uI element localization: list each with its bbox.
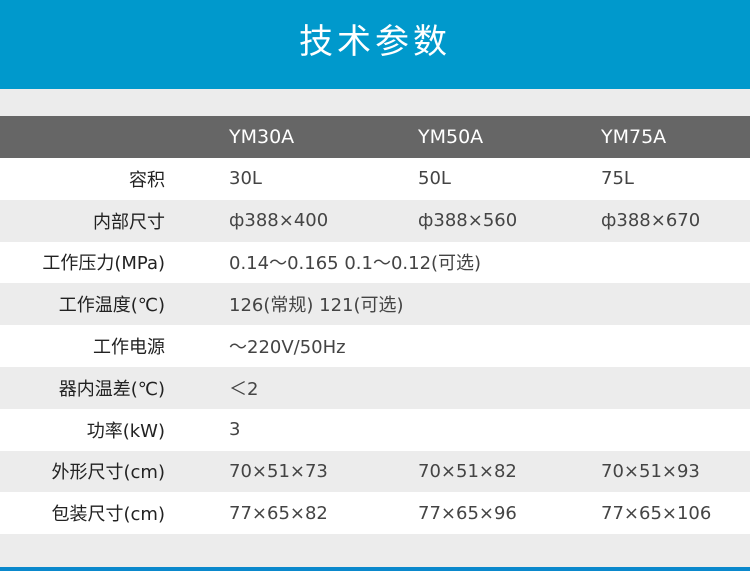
- cell-value: 70×51×73: [229, 460, 328, 482]
- column-header: YM30A: [229, 126, 295, 148]
- cell-value: ф388×560: [418, 210, 518, 232]
- cell-value: ф388×400: [229, 210, 329, 232]
- cell-value: 3: [229, 419, 241, 441]
- row-label: 器内温差(℃): [58, 378, 165, 400]
- column-header: YM75A: [601, 126, 667, 148]
- column-header: YM50A: [418, 126, 484, 148]
- cell-value: ～220V/50Hz: [229, 337, 346, 359]
- cell-value: 77×65×82: [229, 502, 328, 524]
- table-row: 工作温度(℃) 126(常规) 121(可选): [0, 283, 750, 326]
- table-row: 包装尺寸(cm) 77×65×82 77×65×96 77×65×106: [0, 492, 750, 535]
- row-label: 外形尺寸(cm): [51, 462, 165, 484]
- row-label: 工作压力(MPa): [42, 253, 165, 275]
- cell-value: 77×65×106: [601, 502, 712, 524]
- row-label: 功率(kW): [86, 420, 165, 442]
- cell-value: 0.14～0.165 0.1～0.12(可选): [229, 253, 482, 275]
- table-row: 容积 30L 50L 75L: [0, 158, 750, 200]
- bottom-bar: [0, 567, 750, 571]
- cell-value: ф388×670: [601, 210, 701, 232]
- row-label: 容积: [129, 169, 165, 191]
- cell-value: 70×51×82: [418, 460, 517, 482]
- cell-value: 77×65×96: [418, 502, 517, 524]
- cell-value: 50L: [418, 168, 451, 190]
- cell-value: 75L: [601, 168, 634, 190]
- table-row: 工作压力(MPa) 0.14～0.165 0.1～0.12(可选): [0, 241, 750, 284]
- row-label: 工作温度(℃): [58, 295, 165, 317]
- row-label: 工作电源: [93, 337, 165, 359]
- table-row: 工作电源 ～220V/50Hz: [0, 325, 750, 367]
- spec-table: YM30A YM50A YM75A 容积 30L 50L 75L 内部尺寸 ф388×40…: [0, 116, 750, 535]
- page-title: 技术参数: [0, 0, 750, 89]
- table-row: 器内温差(℃) ＜2: [0, 366, 750, 409]
- table-row: 内部尺寸 ф388×400 ф388×560 ф388×670: [0, 199, 750, 242]
- cell-value: ＜2: [229, 378, 259, 400]
- cell-value: 70×51×93: [601, 460, 700, 482]
- cell-value: 30L: [229, 168, 262, 190]
- table-row: 外形尺寸(cm) 70×51×73 70×51×82 70×51×93: [0, 450, 750, 493]
- table-row: 功率(kW) 3: [0, 408, 750, 451]
- row-label: 包装尺寸(cm): [51, 504, 165, 526]
- table-header-row: YM30A YM50A YM75A: [0, 116, 750, 158]
- row-label: 内部尺寸: [93, 211, 165, 233]
- cell-value: 126(常规) 121(可选): [229, 295, 404, 317]
